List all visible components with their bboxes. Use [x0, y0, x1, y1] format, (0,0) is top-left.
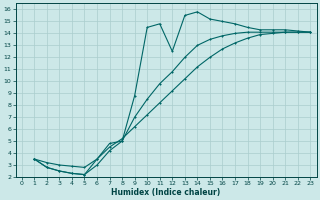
X-axis label: Humidex (Indice chaleur): Humidex (Indice chaleur): [111, 188, 221, 197]
